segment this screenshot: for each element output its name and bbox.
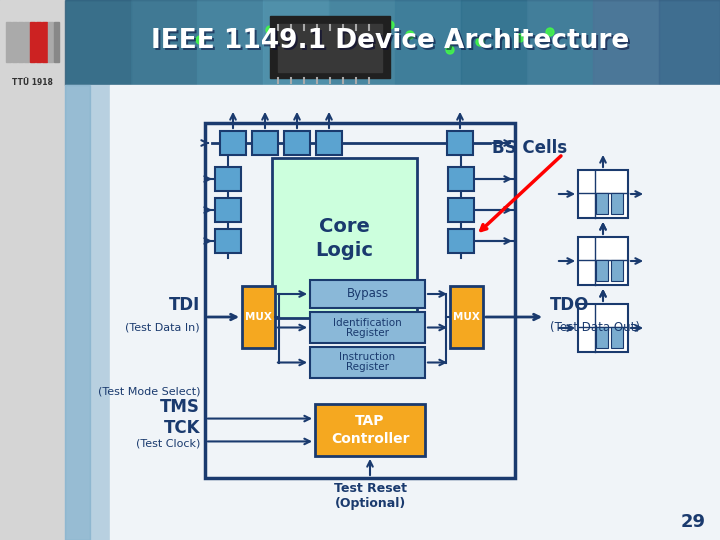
Bar bbox=[272, 158, 417, 318]
Bar bbox=[242, 286, 275, 348]
Circle shape bbox=[306, 51, 314, 59]
Bar bbox=[131, 0, 197, 85]
Bar bbox=[270, 16, 390, 78]
Bar bbox=[263, 0, 329, 85]
Text: (Test Data In): (Test Data In) bbox=[125, 322, 200, 332]
Text: BS Cells: BS Cells bbox=[492, 139, 567, 157]
Bar bbox=[461, 0, 527, 85]
Bar bbox=[395, 0, 461, 85]
Bar bbox=[0, 0, 65, 540]
Bar bbox=[448, 229, 474, 253]
Bar bbox=[659, 0, 720, 85]
Bar bbox=[578, 304, 628, 352]
Bar bbox=[450, 286, 483, 348]
Text: TDO: TDO bbox=[550, 296, 590, 314]
Bar bbox=[215, 229, 241, 253]
Text: Bypass: Bypass bbox=[346, 287, 389, 300]
Bar bbox=[65, 0, 131, 85]
Bar bbox=[596, 327, 608, 348]
Circle shape bbox=[336, 41, 344, 49]
Bar bbox=[310, 347, 425, 378]
Bar bbox=[36, 22, 41, 62]
Bar bbox=[0, 0, 720, 85]
Text: IEEE 1149.1 Device Architecture: IEEE 1149.1 Device Architecture bbox=[151, 28, 629, 54]
Bar bbox=[611, 193, 623, 214]
Bar bbox=[6, 22, 11, 62]
Bar bbox=[284, 131, 310, 155]
Bar bbox=[329, 0, 395, 85]
Text: (Test Mode Select): (Test Mode Select) bbox=[97, 387, 200, 397]
Text: TCK: TCK bbox=[163, 419, 200, 437]
Bar bbox=[220, 131, 246, 155]
Circle shape bbox=[406, 31, 414, 39]
Bar bbox=[30, 22, 35, 62]
Text: Register: Register bbox=[346, 327, 389, 338]
Circle shape bbox=[546, 28, 554, 36]
Circle shape bbox=[516, 34, 524, 42]
Text: Instruction: Instruction bbox=[339, 353, 395, 362]
Bar bbox=[447, 131, 473, 155]
Bar bbox=[593, 0, 659, 85]
Bar bbox=[215, 167, 241, 191]
Bar bbox=[315, 404, 425, 456]
Bar bbox=[18, 22, 23, 62]
Text: IEEE 1149.1 Device Architecture: IEEE 1149.1 Device Architecture bbox=[153, 30, 631, 56]
Text: TDI: TDI bbox=[168, 296, 200, 314]
Bar bbox=[611, 260, 623, 281]
Bar bbox=[278, 24, 382, 72]
Circle shape bbox=[446, 46, 454, 54]
Text: (Test Data Out): (Test Data Out) bbox=[550, 321, 640, 334]
Bar bbox=[65, 0, 720, 85]
Circle shape bbox=[196, 36, 204, 44]
Bar bbox=[110, 85, 720, 540]
Text: Controller: Controller bbox=[330, 432, 409, 446]
Bar bbox=[578, 237, 628, 285]
Bar bbox=[215, 198, 241, 222]
Bar bbox=[596, 193, 608, 214]
Text: Logic: Logic bbox=[315, 240, 374, 260]
Text: Identification: Identification bbox=[333, 318, 402, 327]
Bar bbox=[448, 167, 474, 191]
Text: MUX: MUX bbox=[453, 312, 480, 322]
Circle shape bbox=[386, 21, 394, 29]
Text: Core: Core bbox=[319, 217, 370, 235]
Bar bbox=[65, 85, 90, 540]
Text: TAP: TAP bbox=[355, 414, 384, 428]
Bar bbox=[65, 85, 110, 540]
Text: TTÜ 1918: TTÜ 1918 bbox=[12, 78, 53, 87]
Bar bbox=[252, 131, 278, 155]
Bar bbox=[48, 22, 53, 62]
Bar bbox=[611, 327, 623, 348]
Text: 29: 29 bbox=[681, 513, 706, 531]
Text: (Test Clock): (Test Clock) bbox=[135, 438, 200, 448]
Bar bbox=[54, 22, 59, 62]
Bar bbox=[578, 170, 628, 218]
Text: MUX: MUX bbox=[245, 312, 272, 322]
Bar bbox=[316, 131, 342, 155]
Bar bbox=[448, 198, 474, 222]
Circle shape bbox=[266, 26, 274, 34]
Bar bbox=[310, 280, 425, 308]
Text: (Optional): (Optional) bbox=[334, 496, 405, 510]
Bar bbox=[205, 123, 515, 478]
Bar bbox=[42, 22, 47, 62]
Bar bbox=[12, 22, 17, 62]
Bar bbox=[527, 0, 593, 85]
Text: Register: Register bbox=[346, 362, 389, 373]
Bar bbox=[596, 260, 608, 281]
Text: Test Reset: Test Reset bbox=[333, 482, 407, 495]
Text: TMS: TMS bbox=[160, 398, 200, 416]
Bar bbox=[197, 0, 263, 85]
Bar bbox=[24, 22, 29, 62]
Bar bbox=[310, 312, 425, 343]
Circle shape bbox=[476, 38, 484, 46]
